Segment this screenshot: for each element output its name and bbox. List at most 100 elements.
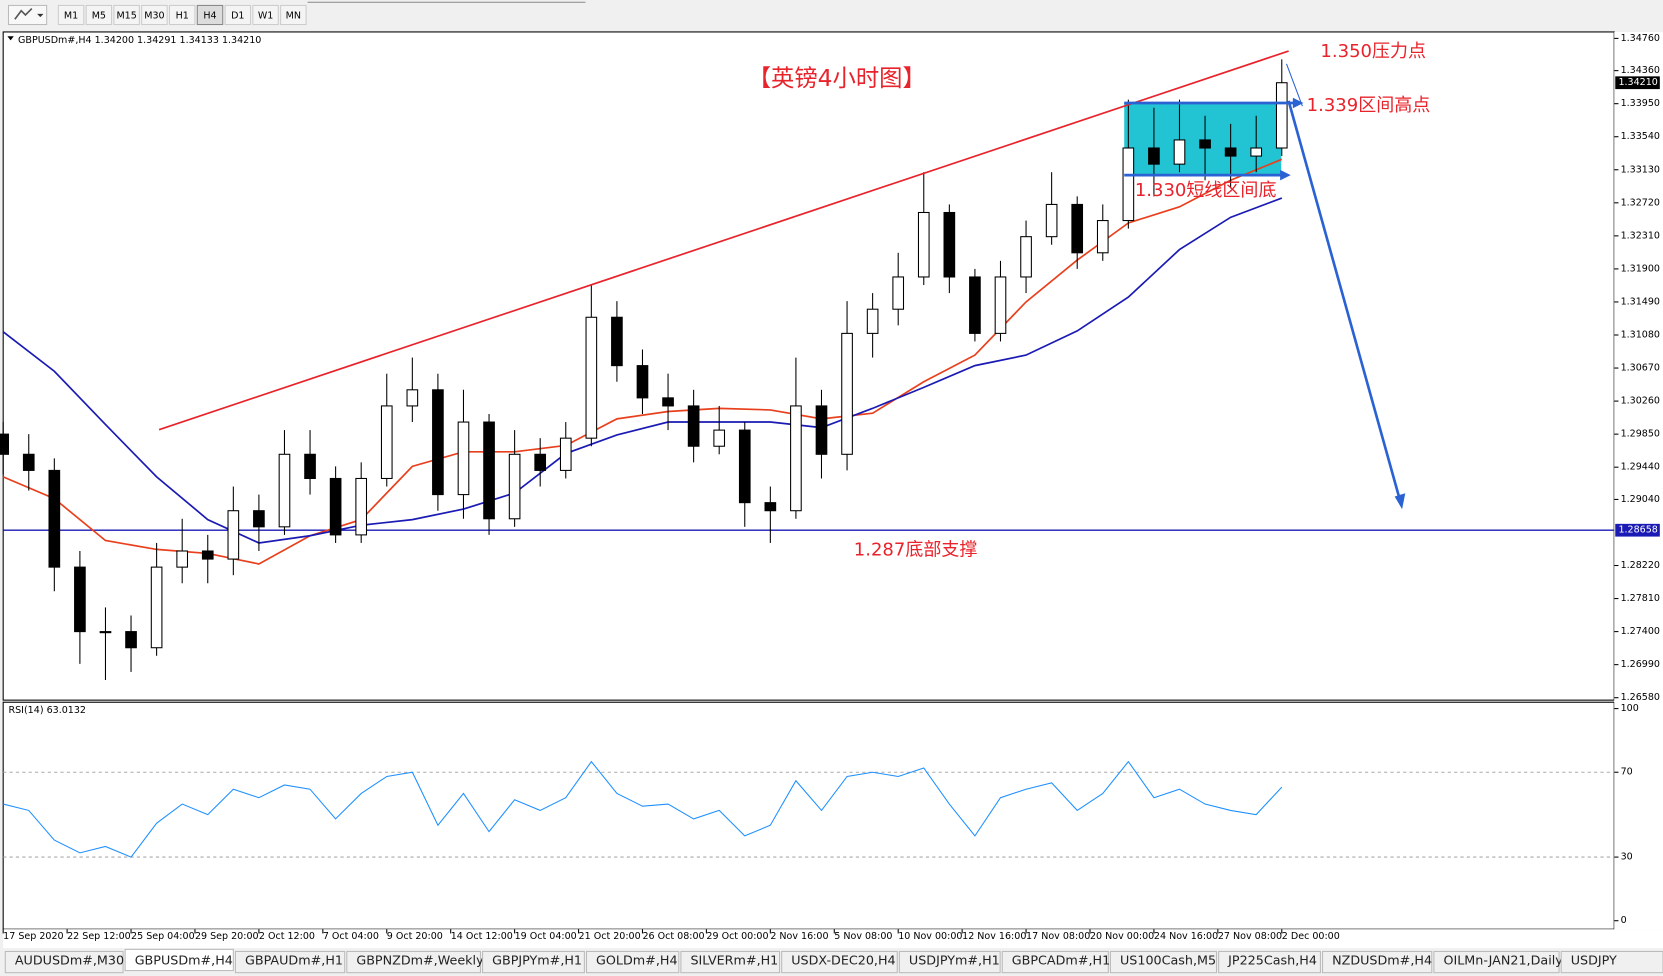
y-tick-label: 1.34760: [1621, 33, 1660, 44]
candle-body: [713, 429, 726, 447]
timeframe-button[interactable]: [168, 4, 196, 26]
candle-body: [841, 332, 853, 455]
timeframe-label: H1: [176, 11, 189, 22]
tab-label: NZDUSDm#,H4: [1332, 953, 1432, 968]
candle-body: [380, 405, 393, 479]
timeframe-button[interactable]: [224, 4, 252, 26]
timeframe-button[interactable]: [113, 4, 140, 26]
chart-tab[interactable]: [4, 950, 124, 974]
y-tick-label: 1.34360: [1621, 65, 1660, 76]
candle-body: [969, 276, 981, 334]
candle-body: [406, 389, 419, 407]
candle-body: [355, 477, 368, 536]
candle-body: [1045, 203, 1058, 238]
moving-average: [2, 158, 1283, 565]
candle-body: [74, 566, 86, 633]
timeframe-label: M5: [92, 11, 106, 22]
candle-body: [1020, 236, 1032, 278]
x-tick-label: 29 Oct 00:00: [706, 931, 768, 942]
tab-label: JP225Cash,H4: [1227, 953, 1317, 968]
chart-tab[interactable]: [1218, 950, 1321, 974]
draw-tool-button[interactable]: [7, 4, 48, 26]
tab-label: GBPCADm#,H1: [1012, 953, 1110, 968]
y-tick-label: 1.32310: [1621, 230, 1660, 241]
timeframe-button[interactable]: [57, 4, 85, 26]
y-tick-label: 1.30260: [1621, 396, 1660, 407]
x-tick-label: 10 Nov 00:00: [898, 931, 962, 942]
chart-tab[interactable]: [585, 950, 680, 974]
timeframe-label: D1: [231, 11, 244, 22]
y-tick-label: 1.32720: [1621, 197, 1660, 208]
candle-body: [559, 437, 572, 471]
dropdown-icon: [37, 13, 44, 18]
chart-tab[interactable]: [482, 950, 585, 974]
timeframe-button[interactable]: [85, 4, 113, 26]
price-label: 1.34210: [1618, 77, 1657, 88]
rsi-tick-label: 100: [1621, 703, 1639, 714]
annotation: 1.287底部支撑: [854, 540, 978, 561]
candle-body: [201, 550, 214, 560]
candle-body: [917, 211, 930, 278]
annotation: 1.339区间高点: [1307, 95, 1431, 116]
y-tick-label: 1.31080: [1621, 330, 1660, 341]
x-tick-label: 2 Oct 12:00: [259, 931, 315, 942]
timeframe-button[interactable]: [141, 4, 168, 26]
candle-body: [176, 550, 189, 568]
chart-tab[interactable]: [124, 948, 234, 972]
chart-tab[interactable]: [234, 950, 346, 974]
price-label-box: [1615, 76, 1660, 90]
rsi-tick-label: 30: [1621, 852, 1633, 863]
symbol-header: GBPUSDm#,H4 1.34200 1.34291 1.34133 1.34…: [18, 35, 261, 46]
rsi-label: RSI(14) 63.0132: [8, 705, 86, 716]
x-tick-label: 19 Oct 04:00: [515, 931, 577, 942]
y-tick-label: 1.26580: [1621, 692, 1660, 703]
tab-label: USDJPYm#,H1: [909, 953, 1000, 968]
chart-tab[interactable]: [898, 950, 1001, 974]
candle-body: [1122, 147, 1135, 222]
tab-label: GBPJPYm#,H1: [492, 953, 582, 968]
candle-body: [994, 276, 1007, 334]
candle-body: [790, 405, 802, 512]
rsi-tick-label: 0: [1621, 915, 1627, 926]
timeframe-button[interactable]: [280, 4, 307, 26]
timeframe-button[interactable]: [252, 4, 279, 26]
candle-body: [585, 316, 598, 439]
forecast-arrow: [1287, 100, 1401, 497]
annotations: 【英镑4小时图】 1.350压力点 1.339区间高点 1.330短线区间底 1…: [158, 41, 1431, 561]
candle-body: [943, 211, 956, 278]
candle-body: [1096, 220, 1109, 254]
tab-label: GBPNZDm#,Weekly: [356, 953, 484, 968]
timeframe-label: H4: [203, 11, 216, 22]
price-label-box: [1615, 523, 1660, 537]
candle-body: [125, 631, 137, 649]
candle-body: [738, 429, 751, 504]
x-tick-label: 5 Nov 08:00: [834, 931, 892, 942]
arrow-head: [1394, 493, 1406, 510]
y-tick-label: 1.29040: [1621, 494, 1660, 505]
candle-body: [329, 477, 342, 536]
chart-tab[interactable]: [1109, 950, 1218, 974]
chart-tab[interactable]: [346, 950, 481, 974]
chart-tab[interactable]: [1560, 950, 1663, 974]
tab-label: AUDUSDm#,M30: [15, 953, 124, 968]
candle-body: [611, 316, 623, 367]
y-tick-label: 1.28220: [1621, 560, 1660, 571]
chart-tab[interactable]: [1433, 950, 1560, 974]
tab-label: USDJPY: [1571, 953, 1617, 968]
chart-tab[interactable]: [680, 950, 781, 974]
x-tick-label: 14 Oct 12:00: [451, 931, 513, 942]
x-tick-label: 26 Oct 08:00: [642, 931, 704, 942]
candle-body: [457, 421, 470, 496]
candle-body: [892, 276, 905, 310]
chart-tab[interactable]: [1322, 950, 1433, 974]
annotation: 1.330短线区间底: [1135, 180, 1277, 201]
x-tick-label: 25 Sep 04:00: [131, 931, 195, 942]
x-tick-label: 2 Nov 16:00: [770, 931, 828, 942]
timeframe-button[interactable]: [196, 4, 224, 26]
chart-tab[interactable]: [781, 950, 898, 974]
chart-tab[interactable]: [1001, 950, 1109, 974]
x-tick-label: 9 Oct 20:00: [387, 931, 443, 942]
timeframe-label: M30: [144, 11, 164, 22]
candle-body: [99, 631, 112, 634]
plot-layer: [0, 59, 1615, 680]
